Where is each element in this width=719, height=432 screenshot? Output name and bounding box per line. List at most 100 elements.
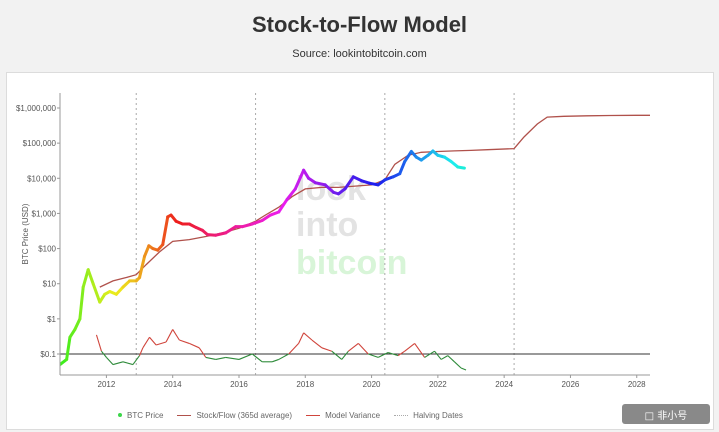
y-tick-label: $100,000 (23, 139, 57, 148)
model-variance-segment (414, 343, 426, 358)
btc-price-segment (68, 327, 77, 339)
x-tick-label: 2028 (628, 380, 646, 389)
model-variance-segment (377, 352, 389, 358)
btc-price-segment (143, 244, 151, 258)
y-tick-label: $10 (43, 280, 57, 289)
btc-price-segment (277, 197, 289, 214)
model-variance-segment (341, 350, 349, 360)
y-tick-label: $1 (47, 315, 56, 324)
legend-halving-dates[interactable]: Halving Dates (394, 411, 463, 420)
btc-price-segment (138, 254, 147, 280)
model-variance-segment (215, 356, 226, 360)
model-variance-segment (251, 353, 263, 363)
model-variance-segment (311, 339, 323, 349)
page-title: Stock-to-Flow Model (251, 12, 468, 37)
btc-price-segment (285, 187, 297, 201)
y-tick-label: $0.1 (40, 350, 56, 359)
model-variance-segment (238, 353, 253, 360)
model-variance-segment (112, 361, 124, 366)
legend-dot-icon (118, 413, 122, 417)
model-variance-segment (225, 356, 240, 360)
model-variance-segment (139, 347, 144, 356)
source-badge: □ 非小号 (622, 404, 710, 424)
btc-price-segment (86, 268, 95, 286)
legend-stock-flow[interactable]: Stock/Flow (365d average) (177, 411, 292, 420)
legend-line-icon (177, 414, 192, 416)
chart-legend: BTC Price Stock/Flow (365d average) Mode… (118, 408, 463, 422)
model-variance-segment (331, 350, 343, 360)
legend-dotted-icon (394, 414, 409, 416)
btc-price-segment (240, 222, 254, 229)
model-variance-segment (321, 347, 332, 352)
btc-price-segment (81, 268, 90, 289)
btc-price-segment (98, 292, 107, 304)
model-variance-segment (172, 329, 180, 341)
model-variance-segment (149, 336, 157, 346)
model-variance-segment (142, 336, 150, 349)
model-variance-segment (368, 353, 379, 358)
legend-model-variance[interactable]: Model Variance (306, 411, 380, 420)
btc-price-segment (456, 165, 466, 170)
watermark-line: into (296, 206, 358, 244)
btc-price-segment (121, 279, 132, 289)
btc-price-segment (73, 317, 82, 331)
chart-card (6, 72, 714, 430)
x-tick-label: 2012 (98, 380, 116, 389)
stock-flow-line (99, 114, 650, 288)
model-variance-segment (434, 350, 442, 360)
model-variance-segment (132, 355, 140, 365)
btc-price-segment (293, 168, 306, 191)
btc-price-segment (65, 335, 72, 361)
legend-line-icon (306, 414, 321, 416)
btc-price-segment (398, 160, 407, 176)
x-tick-label: 2020 (363, 380, 381, 389)
model-variance-segment (357, 343, 369, 355)
model-variance-segment (205, 356, 216, 360)
model-variance-segment (95, 334, 102, 352)
model-variance-segment (303, 332, 313, 341)
btc-price-segment (78, 285, 85, 321)
model-variance-segment (404, 342, 416, 352)
btc-price-segment (224, 225, 238, 235)
legend-btc-price[interactable]: BTC Price (118, 411, 163, 420)
model-variance-segment (165, 329, 174, 343)
x-tick-label: 2014 (164, 380, 182, 389)
btc-price-segment (161, 215, 170, 247)
model-variance-segment (179, 339, 190, 344)
x-tick-label: 2022 (429, 380, 447, 389)
watermark-line: bitcoin (296, 244, 407, 282)
y-tick-label: $100 (38, 245, 56, 254)
btc-price-segment (323, 183, 335, 194)
model-variance-segment (106, 357, 114, 365)
x-tick-label: 2026 (562, 380, 580, 389)
legend-label: Model Variance (325, 410, 381, 420)
btc-price-segment (351, 175, 364, 183)
model-variance-segment (298, 332, 305, 344)
model-variance-segment (447, 355, 455, 363)
model-variance-segment (278, 353, 289, 360)
btc-price-segment (313, 181, 327, 187)
model-variance-segment (271, 358, 279, 363)
model-variance-segment (424, 350, 435, 358)
btc-price-segment (214, 231, 228, 237)
x-tick-label: 2018 (296, 380, 314, 389)
legend-label: Halving Dates (413, 410, 463, 420)
model-variance-segment (101, 350, 107, 358)
model-variance-segment (397, 350, 406, 357)
y-axis-label: BTC Price (USD) (21, 203, 30, 264)
model-variance-segment (155, 341, 167, 346)
btc-price-segment (403, 149, 413, 164)
y-tick-label: $10,000 (27, 174, 56, 183)
y-tick-label: $1,000,000 (16, 104, 57, 113)
btc-price-segment (114, 285, 125, 296)
btc-price-segment (343, 175, 355, 191)
model-variance-segment (454, 361, 462, 369)
btc-price-segment (250, 218, 264, 226)
legend-label: BTC Price (127, 410, 164, 420)
model-variance-segment (198, 347, 207, 358)
x-tick-label: 2024 (495, 380, 513, 389)
btc-price-segment (260, 213, 272, 222)
page-subtitle: Source: lookintobitcoin.com (292, 48, 427, 60)
y-tick-label: $1,000 (32, 209, 57, 218)
model-variance-segment (189, 342, 200, 349)
